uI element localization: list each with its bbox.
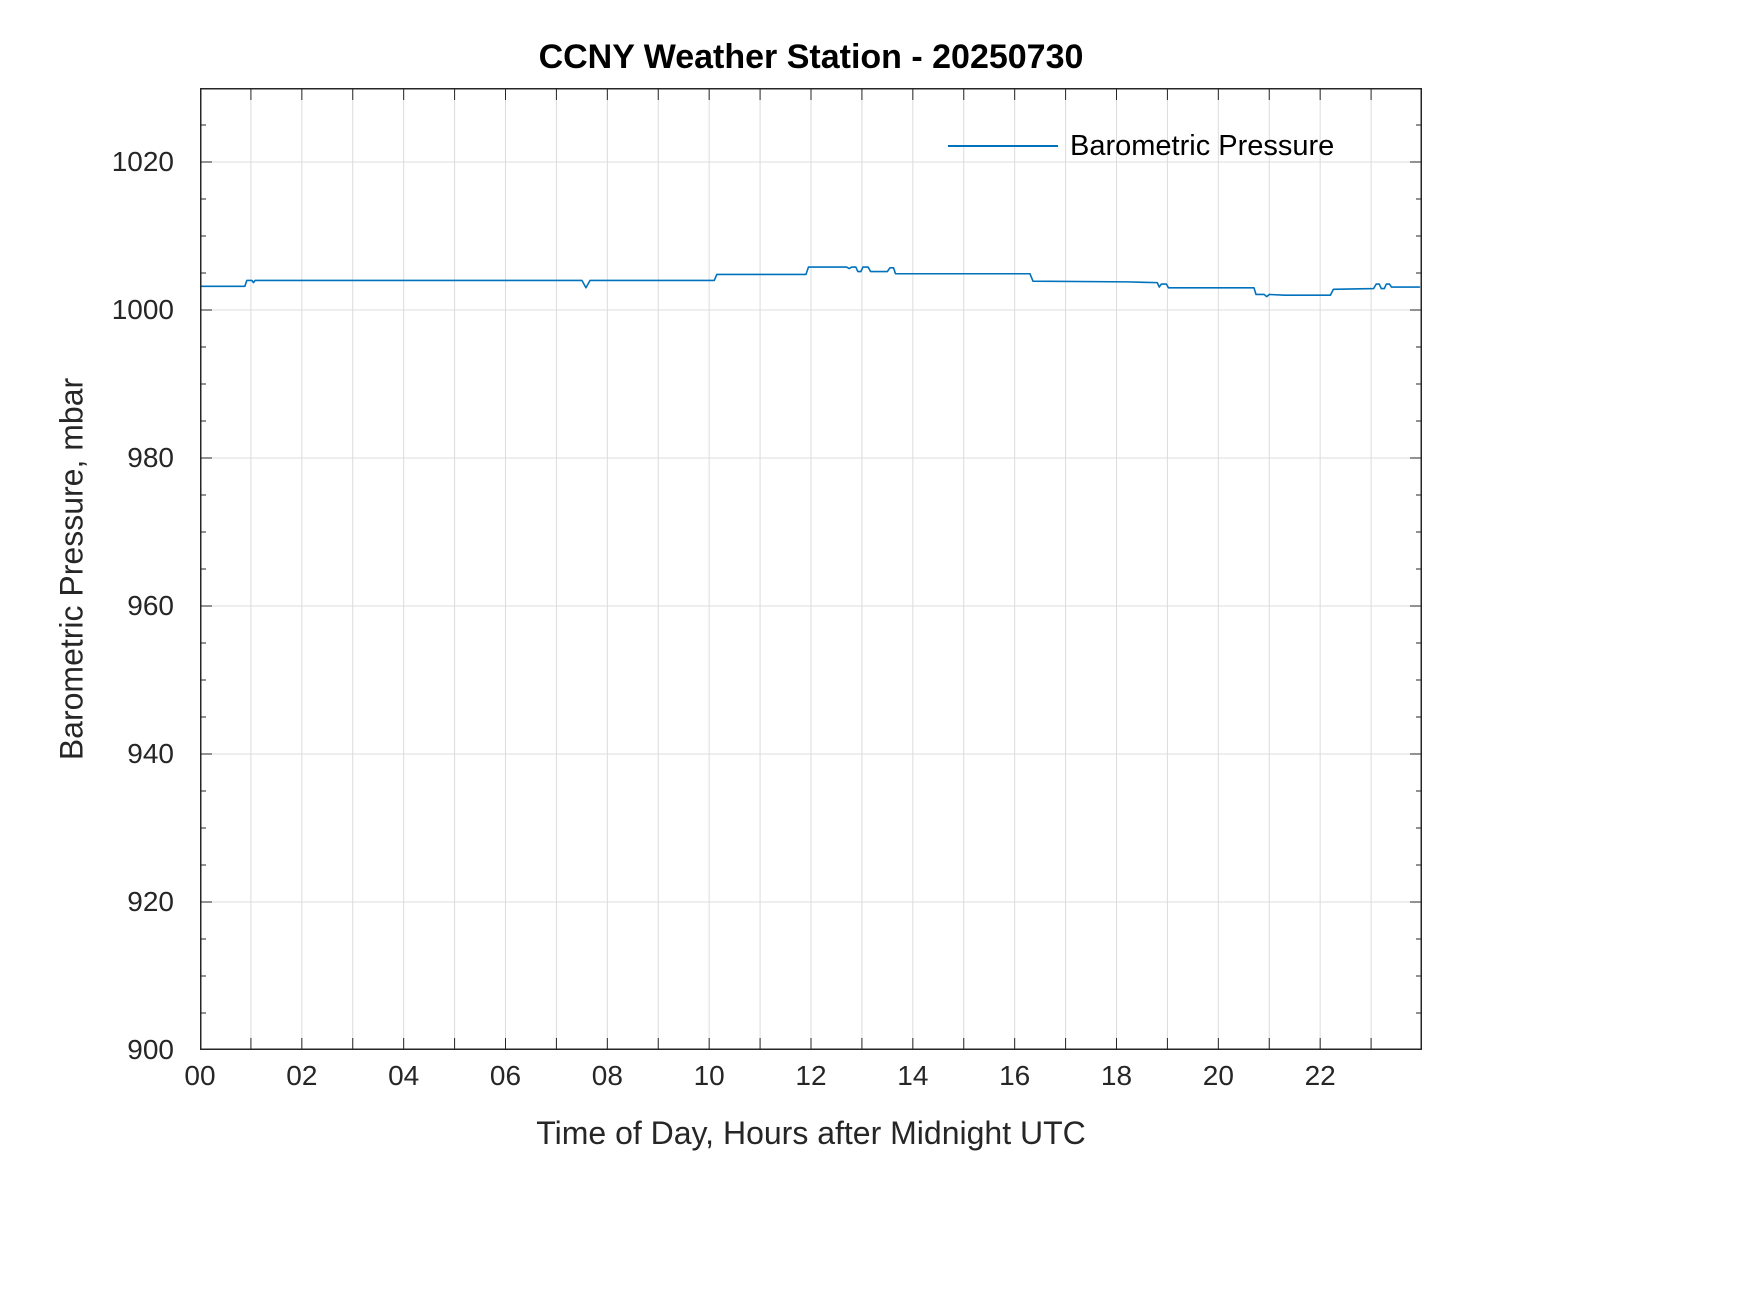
x-tick-label: 18 <box>1100 1060 1133 1091</box>
legend-line-sample <box>948 145 1058 147</box>
plot-area <box>199 87 1423 1051</box>
x-tick-label: 06 <box>489 1060 522 1091</box>
x-axis-label: Time of Day, Hours after Midnight UTC <box>536 1115 1086 1151</box>
x-tick-label: 20 <box>1202 1060 1234 1091</box>
y-tick-labels: 900 920 940 960 980 1000 1020 <box>0 88 186 1065</box>
legend: Barometric Pressure <box>948 127 1334 165</box>
y-tick-label: 1000 <box>111 294 174 325</box>
x-tick-label: 08 <box>591 1060 623 1091</box>
y-tick-label: 900 <box>127 1034 174 1065</box>
x-tick-label: 12 <box>795 1060 827 1091</box>
x-tick-label: 14 <box>897 1060 929 1091</box>
y-tick-label: 960 <box>127 590 174 621</box>
chart-title: CCNY Weather Station - 20250730 <box>538 38 1084 76</box>
y-tick-label: 1020 <box>111 146 174 177</box>
x-tick-label: 00 <box>184 1060 216 1091</box>
x-tick-label: 16 <box>999 1060 1031 1091</box>
legend-entry-label: Barometric Pressure <box>1070 129 1335 162</box>
x-tick-label: 22 <box>1304 1060 1336 1091</box>
y-tick-label: 920 <box>127 886 174 917</box>
y-tick-label: 980 <box>127 442 174 473</box>
plot-svg <box>199 87 1423 1051</box>
y-tick-label: 940 <box>127 738 174 769</box>
x-tick-label: 02 <box>286 1060 318 1091</box>
x-tick-label: 10 <box>693 1060 725 1091</box>
x-tick-labels: 00 02 04 06 08 10 12 14 16 18 20 22 <box>184 1060 1422 1100</box>
x-tick-label: 04 <box>388 1060 420 1091</box>
